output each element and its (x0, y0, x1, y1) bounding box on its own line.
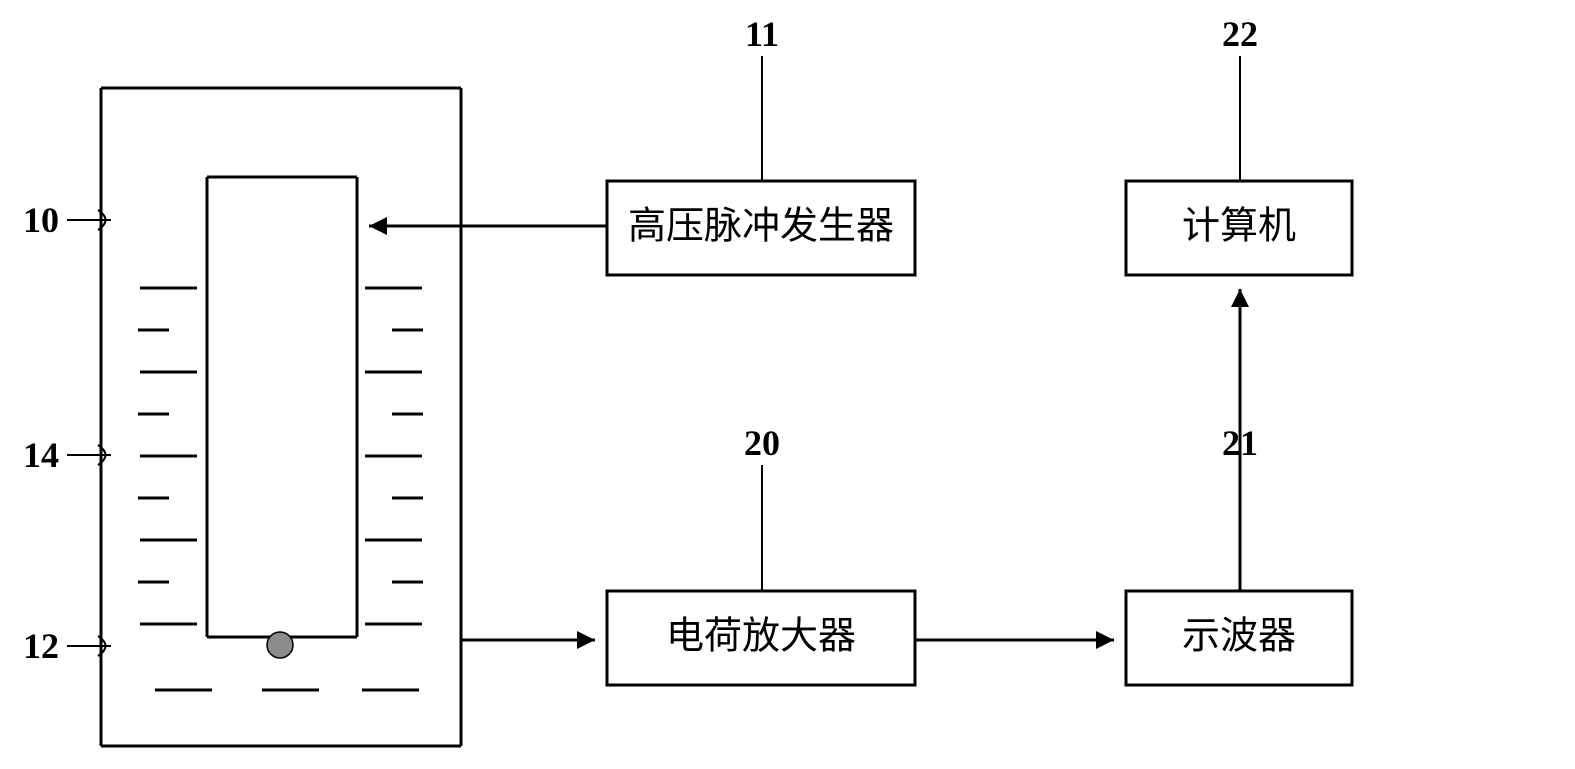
box-label-computer: 计算机 (1182, 206, 1296, 248)
ref-label-14: 14 (23, 435, 59, 475)
ref-label-12: 12 (23, 626, 59, 666)
arrowhead (1231, 289, 1249, 307)
box-label-pulse_gen: 高压脉冲发生器 (628, 206, 894, 248)
ref-label-22: 22 (1222, 14, 1258, 54)
ref-label-20: 20 (744, 423, 780, 463)
arrowhead (577, 631, 595, 649)
box-label-scope: 示波器 (1182, 616, 1296, 658)
arrowhead (369, 217, 387, 235)
ref-label-10: 10 (23, 200, 59, 240)
water-dashes (138, 288, 423, 690)
box-label-charge_amp: 电荷放大器 (666, 616, 856, 658)
arrowhead (1096, 631, 1114, 649)
sensor-ball (267, 632, 293, 658)
ref-label-11: 11 (745, 14, 779, 54)
